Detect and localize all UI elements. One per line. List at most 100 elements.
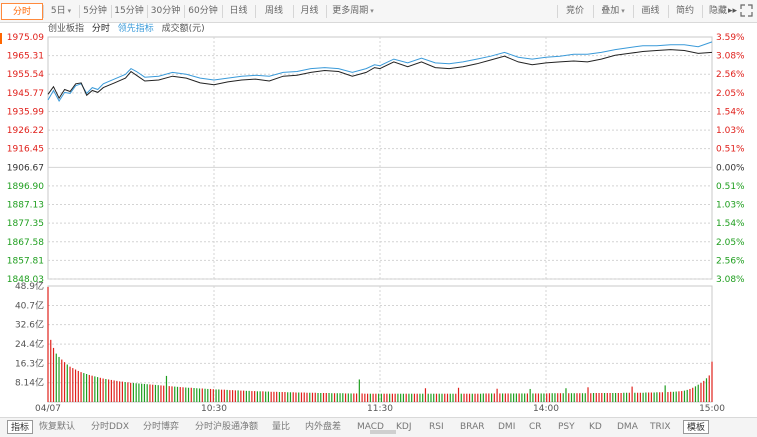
- indicator-tab-1[interactable]: 恢复默认: [39, 422, 76, 432]
- price-axis-label: 1945.77: [7, 89, 44, 99]
- legend-index-name: 创业板指: [48, 24, 85, 34]
- volume-axis-label: 48.9亿: [15, 280, 44, 292]
- price-axis-label: 1955.54: [7, 70, 44, 80]
- price-axis-label: 1867.58: [7, 238, 44, 248]
- legend-volume: 成交额(元): [161, 24, 205, 34]
- toolbar-right-tab-label: 竞价: [565, 6, 584, 16]
- toolbar-divider: [293, 5, 294, 18]
- toolbar-divider: [668, 5, 669, 18]
- time-axis-label: 15:00: [699, 404, 725, 414]
- time-axis-label: 14:00: [533, 404, 559, 414]
- time-axis-label: 04/07: [35, 404, 61, 414]
- period-tab-label: 5日: [50, 6, 66, 16]
- chevron-down-icon: ▾: [370, 7, 374, 15]
- resize-handle[interactable]: [368, 430, 398, 435]
- percent-axis-label: 0.51%: [716, 182, 745, 192]
- indicator-tab-10[interactable]: BRAR: [460, 422, 485, 432]
- price-axis-label: 1877.35: [7, 219, 44, 229]
- volume-axis-label: 16.3亿: [15, 357, 44, 369]
- toolbar-right-tab-0[interactable]: 竞价: [558, 3, 592, 20]
- toolbar-divider: [255, 5, 256, 18]
- leading-indicator-line: [47, 41, 713, 102]
- period-tab-9[interactable]: 更多周期 ▾: [327, 3, 379, 20]
- percent-axis-label: 0.00%: [716, 163, 745, 173]
- percent-axis-label: 1.03%: [716, 201, 745, 211]
- indicator-tab-6[interactable]: 内外盘差: [305, 422, 342, 432]
- fullscreen-icon[interactable]: [740, 4, 753, 17]
- period-tab-7[interactable]: 周线: [256, 3, 292, 20]
- percent-axis-label: 2.05%: [716, 89, 745, 99]
- percent-axis-label: 2.56%: [716, 70, 745, 80]
- period-tab-6[interactable]: 日线: [223, 3, 254, 20]
- toolbar-divider: [593, 5, 594, 18]
- double-arrow-right-icon: ▸▸: [727, 6, 738, 16]
- indicator-tab-8[interactable]: KDJ: [396, 422, 412, 432]
- period-tab-2[interactable]: 5分钟: [80, 3, 110, 20]
- toolbar-right-tab-2[interactable]: 画线: [634, 3, 667, 20]
- period-tab-5[interactable]: 60分钟: [185, 3, 221, 20]
- toolbar-right-tab-label: 画线: [641, 6, 660, 16]
- indicator-tab-14[interactable]: KD: [589, 422, 602, 432]
- toolbar-right-tab-label: 隐藏: [708, 6, 727, 16]
- price-axis-label: 1848.03: [7, 275, 44, 285]
- percent-axis-label: 3.08%: [716, 275, 745, 285]
- indicator-tab-11[interactable]: DMI: [498, 422, 516, 432]
- legend-leading-line: 领先指标: [117, 24, 154, 34]
- indicator-tab-4[interactable]: 分时沪股通净额: [195, 422, 259, 432]
- period-tab-label: 30分钟: [150, 6, 181, 16]
- volume-axis-label: 8.14亿: [15, 377, 44, 389]
- period-tab-8[interactable]: 月线: [294, 3, 325, 20]
- price-line: [47, 49, 713, 100]
- price-axis-label: 1906.67: [7, 163, 44, 173]
- indicator-tab-0[interactable]: 指标: [7, 420, 34, 434]
- toolbar-right-tab-1[interactable]: 叠加 ▾: [594, 3, 632, 20]
- time-axis-label: 11:30: [367, 404, 393, 414]
- percent-axis-label: 2.05%: [716, 238, 745, 248]
- period-tab-label: 月线: [300, 6, 319, 16]
- indicator-bar: 指标 恢复默认 分时DDX 分时博弈 分时沪股通净额 量比 内外盘差 MACD KDJ RSI BR…: [0, 417, 757, 437]
- indicator-tab-5[interactable]: 量比: [272, 422, 291, 432]
- period-tab-3[interactable]: 15分钟: [112, 3, 146, 20]
- percent-axis-label: 3.08%: [716, 52, 745, 62]
- period-tab-0[interactable]: 分时: [1, 3, 43, 20]
- period-tab-4[interactable]: 30分钟: [148, 3, 183, 20]
- toolbar-divider: [702, 5, 703, 18]
- toolbar-right-tab-3[interactable]: 简约: [669, 3, 701, 20]
- price-axis-label: 1916.45: [7, 145, 44, 155]
- price-axis-label: 1896.90: [7, 182, 44, 192]
- indicator-tab-13[interactable]: PSY: [558, 422, 575, 432]
- indicator-tab-17[interactable]: 模板: [683, 420, 710, 434]
- period-tab-1[interactable]: 5日 ▾: [44, 3, 78, 20]
- indicator-tab-7[interactable]: MACD: [357, 422, 384, 432]
- toolbar-divider: [184, 5, 185, 18]
- indicator-tab-3[interactable]: 分时博弈: [143, 422, 180, 432]
- period-tab-label: 60分钟: [188, 6, 218, 16]
- volume-axis-label: 40.7亿: [15, 299, 44, 311]
- period-tab-label: 周线: [264, 6, 283, 16]
- percent-axis-label: 1.54%: [716, 107, 745, 117]
- chevron-down-icon: ▾: [67, 7, 72, 15]
- percent-axis-label: 2.56%: [716, 256, 745, 266]
- toolbar-divider: [557, 5, 558, 18]
- toolbar-divider: [111, 5, 112, 18]
- indicator-tab-16[interactable]: TRIX: [650, 422, 671, 432]
- period-tab-label: 15分钟: [114, 6, 144, 16]
- toolbar-divider: [326, 5, 327, 18]
- toolbar-divider: [633, 5, 634, 18]
- percent-axis-label: 1.03%: [716, 126, 745, 136]
- indicator-tab-12[interactable]: CR: [529, 422, 542, 432]
- percent-axis-label: 3.59%: [716, 33, 745, 43]
- chart-legend: 创业板指 分时 领先指标 成交额(元): [48, 23, 210, 36]
- indicator-tab-15[interactable]: DMA: [617, 422, 638, 432]
- toolbar-right-tab-4[interactable]: 隐藏▸▸: [703, 3, 743, 20]
- indicator-tab-9[interactable]: RSI: [429, 422, 444, 432]
- current-price-marker: [0, 33, 2, 44]
- percent-axis-label: 0.51%: [716, 145, 745, 155]
- toolbar-divider: [147, 5, 148, 18]
- price-axis-label: 1857.81: [7, 256, 44, 266]
- period-tab-label: 日线: [229, 6, 248, 16]
- toolbar-right-tab-label: 简约: [675, 6, 694, 16]
- volume-axis-label: 32.6亿: [15, 319, 44, 331]
- indicator-tab-2[interactable]: 分时DDX: [91, 422, 130, 432]
